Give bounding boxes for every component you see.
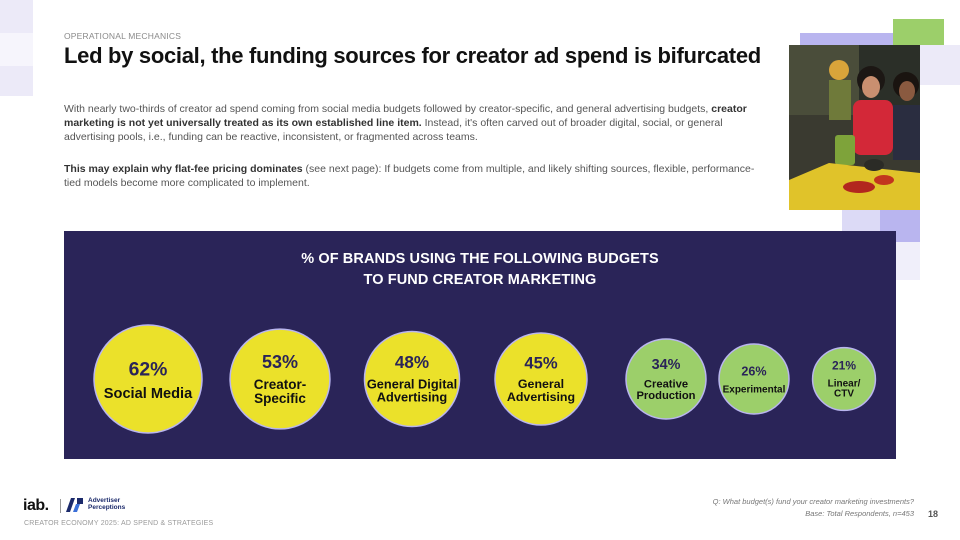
p2-bold: This may explain why flat-fee pricing do… (64, 163, 303, 175)
bubble-circle (718, 343, 790, 415)
bubble-circle (811, 346, 877, 412)
p1-text-a: With nearly two-thirds of creator ad spe… (64, 103, 712, 115)
bubble-category-label: Creative (644, 378, 688, 390)
advertiser-perceptions-logo-icon (66, 498, 83, 512)
iab-logo: iab. (23, 497, 49, 514)
survey-base-text: Base: Total Respondents, n=453 (805, 509, 914, 518)
page-title: Led by social, the funding sources for c… (64, 43, 761, 68)
bubble-experimental: 26% Experimental (718, 343, 790, 415)
p2-text: (see next page): If budgets come from mu… (64, 163, 755, 189)
bubble-category-label: Production (636, 390, 695, 402)
bubble-category-label: CTV (834, 389, 854, 400)
logo-ap-line-2: Perceptions (88, 504, 126, 511)
body-paragraph-2: This may explain why flat-fee pricing do… (64, 162, 764, 190)
bubble-category-label: Social Media (104, 386, 193, 402)
bubble-chart: 62% Social Media 53% Creator-Specific 48% Gen… (93, 324, 877, 434)
bubble-value-label: 48% (395, 353, 429, 372)
bubble-value-label: 53% (262, 352, 298, 372)
p1-bold: creator marketing is not yet universally… (64, 103, 747, 129)
logo-ap-line-1: Advertiser (88, 497, 121, 504)
bubble-social-media: 62% Social Media (93, 324, 203, 434)
logo-divider (60, 499, 61, 513)
bubble-category-label: Creator- (254, 377, 307, 392)
decor-square-right-lav (800, 33, 893, 45)
chart-title: % OF BRANDS USING THE FOLLOWING BUDGETS … (64, 249, 896, 291)
bubble-circle (494, 332, 588, 426)
decor-square-left-2 (0, 33, 33, 66)
bubble-value-label: 62% (129, 358, 168, 380)
advertiser-perceptions-logo-text: Advertiser Perceptions (88, 497, 125, 511)
chart-title-line-1: % OF BRANDS USING THE FOLLOWING BUDGETS (301, 251, 659, 267)
chart-title-line-2: TO FUND CREATOR MARKETING (363, 272, 597, 288)
people-cooking-photo (789, 45, 920, 210)
section-eyebrow: OPERATIONAL MECHANICS (64, 31, 182, 41)
bubble-category-label: Advertising (507, 390, 575, 404)
report-name: CREATOR ECONOMY 2025: AD SPEND & STRATEG… (24, 520, 214, 527)
survey-question-text: Q: What budget(s) fund your creator mark… (712, 497, 914, 506)
bubble-circle (363, 330, 461, 428)
bubble-creator-specific: 53% Creator-Specific (229, 328, 331, 430)
bubble-value-label: 34% (652, 357, 681, 373)
bubble-category-label: Specific (254, 391, 306, 406)
decor-square-left-1 (0, 0, 33, 33)
bubble-linear-ctv: 21% Linear/CTV (811, 346, 877, 412)
decor-square-right-pale (920, 45, 960, 85)
decor-square-right-green (893, 19, 944, 45)
bubble-category-label: General (518, 377, 564, 391)
bubble-value-label: 26% (741, 365, 766, 379)
decor-square-left-3 (0, 66, 33, 96)
bubble-category-label: Experimental (723, 384, 786, 395)
bubble-category-label: General Digital (367, 376, 457, 391)
p1-text-b: Instead, it's often carved out of broade… (64, 117, 723, 143)
page-number: 18 (927, 509, 938, 519)
bubble-value-label: 45% (524, 354, 557, 373)
survey-question: Q: What budget(s) fund your creator mark… (713, 496, 914, 520)
bubble-category-label: Advertising (377, 390, 447, 405)
chart-panel: % OF BRANDS USING THE FOLLOWING BUDGETS … (64, 231, 896, 459)
bubble-category-label: Linear/ (828, 378, 861, 389)
bubble-circle (625, 338, 707, 420)
decor-square-below-photo-2 (842, 210, 880, 232)
body-paragraph-1: With nearly two-thirds of creator ad spe… (64, 102, 764, 144)
bubble-value-label: 21% (832, 359, 856, 373)
bubble-circle (93, 324, 203, 434)
bubble-circle (229, 328, 331, 430)
